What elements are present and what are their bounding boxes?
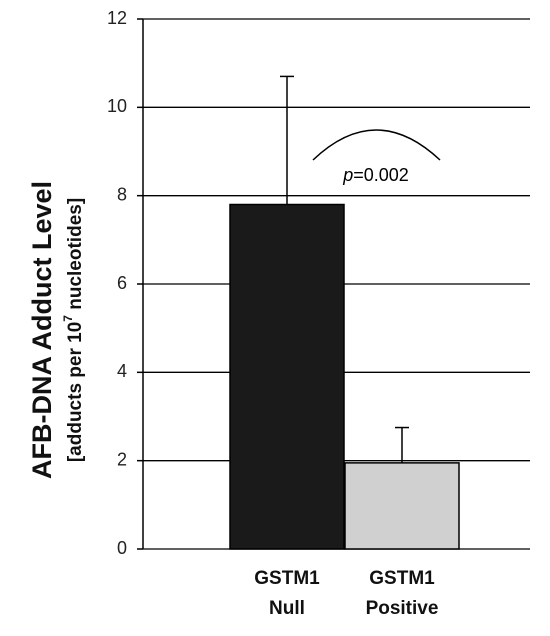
unit-superscript: 7: [61, 315, 75, 322]
unit-text: nucleotides]: [65, 198, 86, 315]
bar: [344, 462, 460, 550]
bar: [229, 203, 345, 550]
y-axis-label: AFB-DNA Adduct Level: [27, 181, 57, 479]
annotation-p: p: [342, 165, 353, 185]
y-tick-label: 6: [117, 273, 127, 293]
y-tick-label: 4: [117, 361, 127, 381]
y-tick-label: 8: [117, 184, 127, 204]
significance-arc: [312, 129, 441, 161]
annotation: p=0.002: [342, 165, 409, 185]
y-tick-label: 2: [117, 449, 127, 469]
unit-text: [adducts per 10: [65, 322, 86, 462]
annotation-value: =0.002: [353, 165, 409, 185]
y-label-group: AFB-DNA Adduct Level [adducts per 107 nu…: [27, 181, 86, 479]
x-tick-label: GSTM1 Null: [254, 568, 320, 619]
y-axis-unit: [adducts per 107 nucleotides]: [61, 198, 86, 462]
y-tick-label: 0: [117, 538, 127, 558]
y-tick-label: 12: [107, 8, 127, 28]
x-tick-label: GSTM1 Positive: [365, 568, 439, 619]
y-tick-label: 10: [107, 96, 127, 116]
